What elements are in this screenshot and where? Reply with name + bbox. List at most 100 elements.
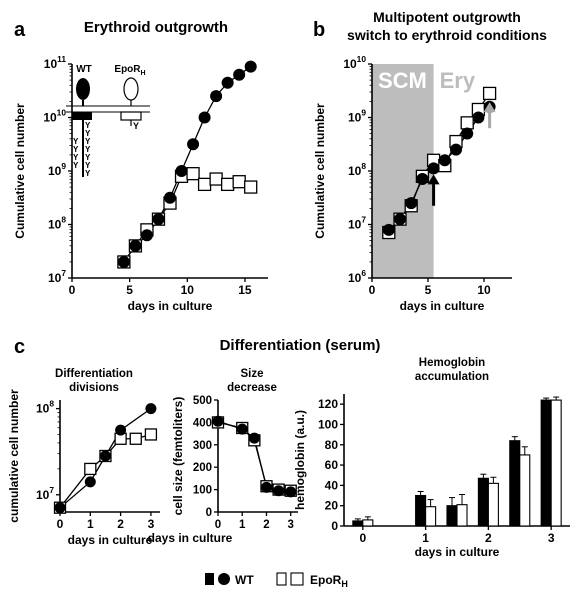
chart-c2-y-tick-label: 300 [193, 440, 212, 452]
legend-wt-label: WT [235, 573, 254, 587]
chart-c2-point-wt [248, 432, 260, 444]
chart-b-x-tick-label: 10 [477, 283, 491, 297]
chart-c2-point-wt [260, 481, 272, 493]
chart-b-point-wt [472, 111, 485, 124]
wt-tyrosine-right: Y [85, 169, 91, 178]
panel-a-title: Erythroid outgrowth [84, 19, 228, 36]
chart-c3-y-tick-label: 60 [325, 458, 339, 472]
chart-c3-x-tick-label: 0 [359, 531, 366, 545]
chart-b-point-wt [405, 197, 418, 210]
chart-a-x-tick-label: 15 [238, 283, 252, 297]
chart-c3-bar-epor [550, 399, 562, 527]
chart-c3-x-axis-label: days in culture [415, 545, 500, 559]
chart-c2-x-tick-label: 0 [215, 519, 221, 531]
chart-a-y-tick-label: 1010 [43, 108, 66, 125]
scm-region-label: SCM [378, 68, 427, 93]
epor-box-domain [120, 111, 142, 121]
arrow-head-black-icon [427, 174, 440, 185]
chart-a-point-wt [198, 111, 211, 124]
wt-tyrosine-left: Y [73, 137, 79, 146]
legend-epor-bar-swatch [276, 572, 287, 586]
inset-epor-label: EpoRH [114, 64, 145, 77]
chart-c2-y-tick-label: 0 [206, 507, 212, 519]
chart-c3-x-tick-label: 3 [548, 531, 555, 545]
chart-b-x-tick-label: 0 [369, 283, 376, 297]
chart-c1-y-axis-label: cumulative cell number [7, 389, 21, 523]
chart-c1-point-wt [54, 502, 66, 514]
chart-b-point-epor [482, 86, 497, 101]
chart-a-y-tick-label: 1011 [44, 54, 67, 71]
chart-c2-point-wt [236, 423, 248, 435]
wt-tyrosine-right: Y [85, 121, 91, 130]
legend-wt-bar-swatch [205, 573, 214, 585]
chart-b-y-tick-label: 108 [348, 161, 366, 178]
chart-c1-x-tick-label: 3 [148, 517, 155, 531]
chart-a-y-tick-label: 108 [48, 215, 66, 232]
chart-c1-y-tick-label: 108 [36, 399, 54, 416]
chart-b-x-axis-label: days in culture [400, 299, 485, 313]
chart-a-point-wt [164, 191, 176, 204]
chart-a-point-wt [129, 239, 142, 252]
chart-c2-x-tick-label: 1 [239, 519, 246, 531]
chart-a-x-tick-label: 0 [69, 283, 76, 297]
chart-c3-y-tick-label: 40 [325, 478, 339, 492]
chart-c3-y-tick-label: 0 [331, 519, 338, 533]
chart-c1-point-wt [145, 403, 157, 415]
chart-c1-x-tick-label: 2 [117, 517, 124, 531]
chart-c3-bar-wt [352, 520, 364, 527]
chart-c2-y-axis-label: cell size (femtoliters) [171, 397, 185, 516]
chart-a-point-epor [232, 175, 246, 189]
ery-region-label: Ery [440, 68, 476, 93]
chart-c3-bar-epor [456, 504, 468, 527]
chart-c3-y-tick-label: 120 [318, 397, 338, 411]
c2-title-2: decrease [227, 382, 277, 394]
chart-c3-bar-epor [425, 506, 437, 527]
inset-wt-label: WT [76, 64, 92, 75]
panel-b-title-2: switch to erythroid conditions [347, 27, 547, 43]
chart-c1-point-epor [84, 462, 97, 476]
chart-c1-point-epor [144, 428, 158, 441]
chart-b-x-tick-label: 5 [425, 283, 432, 297]
chart-c3-x-tick-label: 2 [485, 531, 492, 545]
chart-b-y-axis-label: Cumulative cell number [313, 103, 327, 239]
chart-a-x-tick-label: 10 [181, 283, 195, 297]
chart-b-y-tick-label: 109 [348, 108, 366, 125]
chart-c2-x-tick-label: 2 [263, 519, 269, 531]
chart-c3-bar-wt [415, 494, 427, 527]
chart-b-point-wt [438, 154, 451, 167]
wt-tyrosine-left: Y [73, 145, 79, 154]
chart-a-y-axis-label: Cumulative cell number [13, 103, 27, 239]
chart-a-point-wt [244, 60, 257, 73]
chart-c2-y-tick-label: 100 [193, 485, 212, 497]
chart-c1-point-wt [99, 450, 111, 462]
arrow-head-gray-icon [483, 102, 496, 113]
chart-a-point-epor [209, 172, 223, 186]
chart-c2-y-tick-label: 400 [193, 417, 212, 429]
chart-c3-y-tick-label: 100 [318, 417, 338, 431]
c3-title-2: accumulation [415, 371, 489, 383]
chart-c1-x-axis-label: days in culture [68, 533, 153, 547]
chart-a-y-tick-label: 109 [48, 161, 66, 178]
chart-c2-point-wt [212, 415, 224, 427]
chart-b-point-epor [460, 116, 474, 130]
chart-c3-bar-wt [446, 505, 458, 527]
wt-tyrosine-left: Y [73, 153, 79, 162]
chart-c3-bar-wt [509, 440, 521, 527]
panel-b-letter: b [313, 19, 325, 41]
panel-c-letter: c [14, 336, 25, 358]
legend-epor-label: EpoRH [310, 573, 348, 589]
chart-b-y-tick-label: 106 [348, 268, 366, 285]
wt-receptor-head-icon [76, 78, 90, 100]
chart-c1-x-tick-label: 1 [87, 517, 94, 531]
chart-c3-bar-wt [477, 477, 489, 527]
chart-a-point-wt [233, 68, 246, 81]
wt-tyrosine-right: Y [85, 137, 91, 146]
chart-c1-x-tick-label: 0 [57, 517, 64, 531]
wt-tyrosine-right: Y [85, 161, 91, 170]
chart-b-point-wt [461, 127, 474, 140]
chart-c2-y-tick-label: 200 [193, 462, 212, 474]
wt-box-domain [72, 112, 92, 120]
legend-wt-circle-swatch [218, 573, 230, 585]
